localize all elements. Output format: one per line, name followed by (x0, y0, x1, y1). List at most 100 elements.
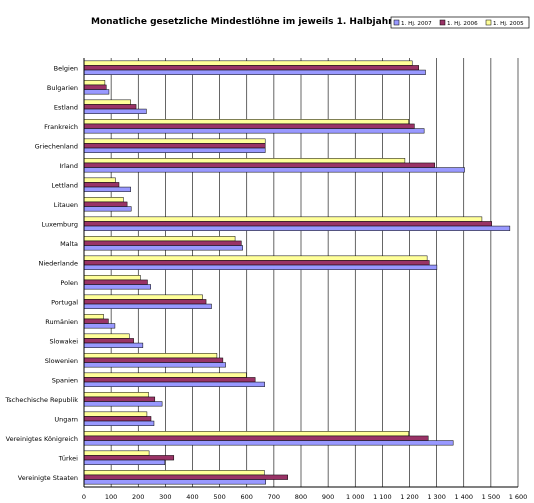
x-tick-label: 1 300 (427, 493, 446, 501)
bar (83, 108, 147, 114)
bar (83, 206, 132, 212)
bar (83, 318, 109, 324)
bar (83, 357, 224, 363)
bar (83, 216, 483, 222)
bar (83, 119, 409, 125)
bar (83, 128, 425, 134)
bar (83, 435, 429, 441)
bar (83, 333, 130, 339)
legend-swatch (393, 19, 400, 26)
x-tick-label: 600 (241, 493, 253, 501)
legend-swatch (485, 19, 492, 26)
bar (83, 338, 134, 344)
category-label: Slowenien (45, 357, 78, 365)
bar (83, 89, 110, 95)
bar (83, 255, 428, 261)
bar (83, 65, 419, 71)
bar (83, 474, 288, 480)
bar (83, 80, 106, 86)
bar (83, 158, 406, 164)
bar (83, 314, 104, 320)
bar (83, 143, 266, 149)
x-tick-label: 300 (159, 493, 171, 501)
bar (83, 416, 152, 422)
x-tick-label: 100 (105, 493, 117, 501)
legend-label: 1. Hj. 2005 (493, 21, 524, 27)
bar (83, 377, 256, 383)
bar (83, 381, 265, 387)
bar (83, 177, 116, 183)
x-tick-label: 1 100 (373, 493, 392, 501)
bar (83, 372, 247, 378)
x-tick-label: 200 (132, 493, 144, 501)
x-tick-label: 900 (322, 493, 334, 501)
x-tick-label: 500 (213, 493, 225, 501)
bar (83, 396, 156, 402)
bar (83, 104, 137, 110)
bar (83, 455, 175, 461)
bar (83, 294, 203, 300)
category-labels: Belgien Bulgarien Estland Frankreich Grieche… (4, 64, 78, 482)
category-label: Niederlande (39, 259, 79, 267)
bar (83, 275, 141, 281)
x-tick-label: 1 600 (509, 493, 528, 501)
bar (83, 260, 430, 266)
bar (83, 69, 426, 75)
bar (83, 197, 124, 203)
category-label: Litauen (54, 201, 78, 209)
category-label: Belgien (54, 64, 78, 72)
legend-box (390, 16, 530, 29)
x-tick-label: 400 (186, 493, 198, 501)
legend-label: 1. Hj. 2007 (401, 21, 432, 27)
bar (83, 186, 131, 192)
bar (83, 240, 242, 246)
x-tick-label: 1 000 (346, 493, 365, 501)
bar (83, 401, 163, 407)
x-tick-label: 700 (268, 493, 280, 501)
bar (83, 264, 438, 270)
bar (83, 284, 151, 290)
x-tick-label: 1 500 (482, 493, 501, 501)
bar (83, 303, 212, 309)
bar (83, 323, 116, 329)
bars (83, 60, 511, 485)
category-label: Irland (59, 162, 78, 170)
category-label: Portugal (51, 298, 78, 306)
category-label: Malta (60, 240, 78, 248)
bar (83, 299, 207, 305)
legend: 1. Hj. 2007 1. Hj. 2006 1. Hj. 2005 (390, 16, 530, 29)
bar (83, 123, 415, 129)
chart-title: Monatliche gesetzliche Mindestlöhne im j… (91, 17, 432, 27)
bar (83, 60, 413, 66)
bar (83, 182, 120, 188)
bar (83, 162, 435, 168)
category-label: Spanien (52, 376, 78, 384)
bar (83, 201, 128, 207)
bar (83, 279, 148, 285)
x-axis-ticks: 0 100 200 300 400 500 600 700 800 900 1 000 1 100 1 … (82, 493, 527, 501)
legend-label: 1. Hj. 2006 (447, 21, 478, 27)
category-label: Luxemburg (41, 220, 78, 228)
x-tick-label: 1 400 (454, 493, 473, 501)
category-label: Ungarn (54, 415, 78, 423)
category-label: Türkei (58, 454, 78, 462)
bar (83, 147, 266, 153)
bar (83, 420, 155, 426)
bar (83, 411, 148, 417)
bar (83, 221, 492, 227)
legend-swatch (439, 19, 446, 26)
x-tick-label: 0 (82, 493, 86, 501)
category-label: Slowakei (49, 337, 78, 345)
bar (83, 167, 465, 173)
category-label: Bulgarien (47, 84, 78, 92)
category-label: Lettland (51, 181, 78, 189)
bar (83, 362, 226, 368)
x-tick-label: 1 200 (400, 493, 419, 501)
bar (83, 245, 243, 251)
bar (83, 479, 266, 485)
x-tick-label: 800 (295, 493, 307, 501)
category-label: Estland (54, 103, 78, 111)
bar (83, 353, 218, 359)
bar (83, 459, 166, 465)
